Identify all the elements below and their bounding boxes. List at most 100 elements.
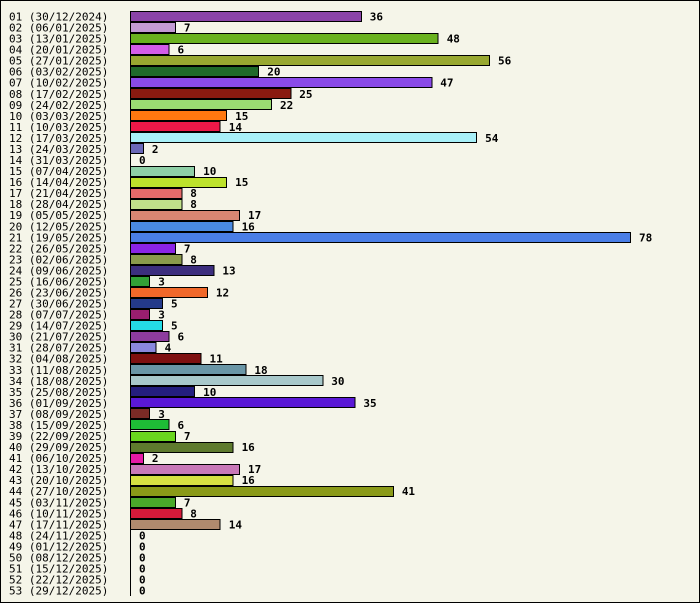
bar — [130, 55, 490, 66]
value-label: 16 — [242, 220, 256, 233]
value-label: 17 — [248, 209, 261, 222]
category-label: 22 (26/05/2025) — [9, 242, 108, 255]
value-label: 6 — [177, 44, 184, 57]
category-label: 32 (04/08/2025) — [9, 353, 108, 366]
value-label: 78 — [639, 231, 652, 244]
bar — [130, 419, 170, 430]
value-label: 7 — [184, 430, 191, 443]
category-label: 01 (30/12/2024) — [9, 11, 108, 24]
category-label: 16 (14/04/2025) — [9, 176, 108, 189]
value-label: 2 — [152, 143, 159, 156]
bar — [130, 342, 157, 353]
category-label: 08 (17/02/2025) — [9, 88, 108, 101]
category-label: 47 (17/11/2025) — [9, 518, 108, 531]
category-label: 20 (12/05/2025) — [9, 220, 108, 233]
bar — [130, 519, 221, 530]
value-label: 10 — [203, 386, 216, 399]
bar — [130, 221, 234, 232]
value-label: 0 — [139, 551, 146, 564]
bar — [130, 265, 215, 276]
bar — [130, 210, 240, 221]
category-label: 18 (28/04/2025) — [9, 198, 108, 211]
category-label: 38 (15/09/2025) — [9, 419, 108, 432]
bar — [130, 177, 228, 188]
category-label: 52 (22/12/2025) — [9, 574, 108, 587]
value-label: 6 — [177, 419, 184, 432]
category-label: 48 (24/11/2025) — [9, 529, 108, 542]
value-label: 20 — [267, 66, 280, 79]
bar — [130, 110, 228, 121]
category-label: 53 (29/12/2025) — [9, 585, 108, 598]
value-label: 36 — [370, 11, 384, 24]
category-label: 37 (08/09/2025) — [9, 408, 108, 421]
category-label: 45 (03/11/2025) — [9, 496, 108, 509]
value-label: 7 — [184, 496, 191, 509]
bar — [130, 188, 183, 199]
category-label: 21 (19/05/2025) — [9, 231, 108, 244]
bar — [130, 309, 151, 320]
value-label: 3 — [158, 408, 165, 421]
value-label: 7 — [184, 22, 191, 35]
value-label: 5 — [171, 320, 178, 333]
bar — [130, 298, 164, 309]
category-label: 05 (27/01/2025) — [9, 55, 108, 68]
bar — [130, 453, 144, 464]
bar — [130, 66, 260, 77]
value-label: 48 — [447, 33, 460, 46]
category-label: 12 (17/03/2025) — [9, 132, 108, 145]
bar — [130, 22, 176, 33]
bar — [130, 464, 240, 475]
category-label: 23 (02/06/2025) — [9, 253, 108, 266]
value-label: 3 — [158, 309, 165, 322]
bar — [130, 364, 247, 375]
category-label: 40 (29/09/2025) — [9, 441, 108, 454]
value-label: 2 — [152, 452, 159, 465]
category-label: 09 (24/02/2025) — [9, 99, 108, 112]
bar — [130, 232, 631, 243]
category-label: 44 (27/10/2025) — [9, 485, 108, 498]
value-label: 6 — [177, 331, 184, 344]
bar — [130, 353, 202, 364]
category-label: 26 (23/06/2025) — [9, 287, 108, 300]
category-label: 30 (21/07/2025) — [9, 331, 108, 344]
value-label: 30 — [331, 375, 344, 388]
value-label: 0 — [139, 585, 146, 598]
bar — [130, 408, 151, 419]
value-label: 54 — [485, 132, 499, 145]
category-label: 03 (13/01/2025) — [9, 33, 108, 46]
bar — [130, 331, 170, 342]
value-label: 8 — [190, 253, 197, 266]
value-label: 41 — [402, 485, 416, 498]
value-label: 16 — [242, 441, 256, 454]
bar — [130, 497, 176, 508]
category-label: 24 (09/06/2025) — [9, 264, 108, 277]
bar — [130, 33, 439, 44]
category-label: 43 (20/10/2025) — [9, 474, 108, 487]
value-label: 8 — [190, 187, 197, 200]
category-label: 46 (10/11/2025) — [9, 507, 108, 520]
value-label: 3 — [158, 275, 165, 288]
value-label: 14 — [229, 518, 243, 531]
category-label: 04 (20/01/2025) — [9, 44, 108, 57]
category-label: 27 (30/06/2025) — [9, 298, 108, 311]
category-label: 35 (25/08/2025) — [9, 386, 108, 399]
value-label: 35 — [363, 397, 376, 410]
bar — [130, 99, 273, 110]
bar — [130, 254, 183, 265]
category-label: 42 (13/10/2025) — [9, 463, 108, 476]
category-label: 39 (22/09/2025) — [9, 430, 108, 443]
category-label: 15 (07/04/2025) — [9, 165, 108, 178]
value-label: 5 — [171, 298, 178, 311]
category-label: 17 (21/04/2025) — [9, 187, 108, 200]
bar — [130, 287, 208, 298]
value-label: 0 — [139, 154, 146, 167]
category-label: 06 (03/02/2025) — [9, 66, 108, 79]
category-label: 34 (18/08/2025) — [9, 375, 108, 388]
category-label: 50 (08/12/2025) — [9, 551, 108, 564]
bar — [130, 166, 196, 177]
category-label: 51 (15/12/2025) — [9, 563, 108, 576]
value-label: 12 — [216, 287, 229, 300]
value-label: 56 — [498, 55, 512, 68]
category-label: 31 (28/07/2025) — [9, 342, 108, 355]
bar — [130, 121, 221, 132]
